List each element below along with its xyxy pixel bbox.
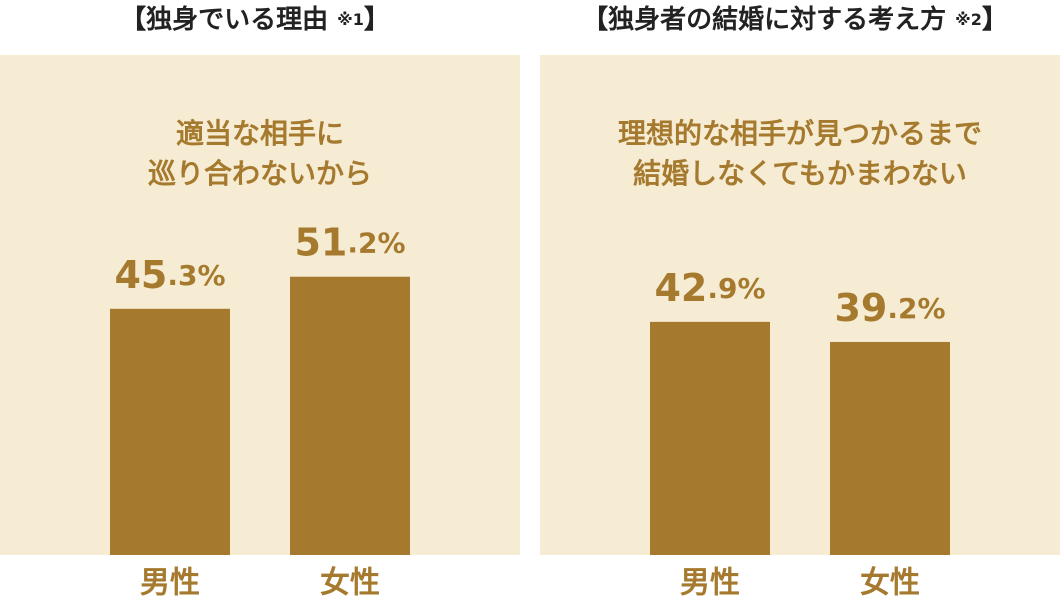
x-tick-label: 女性 — [320, 566, 380, 601]
panel-background — [540, 55, 1060, 555]
panel-subtitle: 適当な相手に — [176, 117, 344, 150]
value-label: 45.3% — [114, 252, 225, 296]
value-label: 51.2% — [294, 220, 405, 264]
x-tick-label: 女性 — [860, 566, 920, 601]
panel-background — [0, 55, 520, 555]
panel-title: 【独身者の結婚に対する考え方 ※2】 — [582, 4, 1008, 35]
bar — [290, 276, 410, 555]
panel-subtitle: 結婚しなくてもかまわない — [633, 157, 967, 190]
bar — [650, 321, 770, 555]
x-tick-label: 男性 — [680, 566, 740, 601]
panel-title: 【独身でいる理由 ※1】 — [120, 4, 390, 35]
value-label: 39.2% — [834, 285, 945, 329]
x-tick-label: 男性 — [140, 566, 200, 601]
panel-subtitle: 理想的な相手が見つかるまで — [618, 117, 982, 150]
value-label: 42.9% — [654, 265, 765, 309]
bar — [110, 308, 230, 555]
panel-subtitle: 巡り合わないから — [148, 157, 372, 190]
bar — [830, 341, 950, 555]
